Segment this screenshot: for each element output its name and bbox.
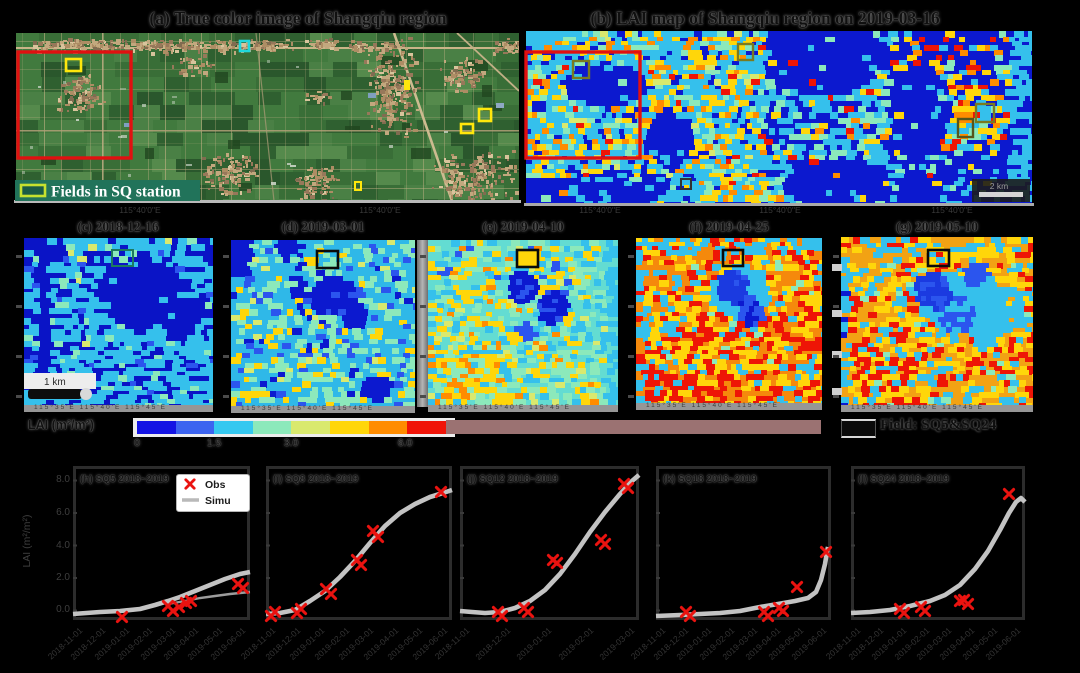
svg-text:2 km: 2 km xyxy=(990,181,1008,191)
svg-text:Fields in SQ station: Fields in SQ station xyxy=(51,184,181,201)
svg-text:1 km: 1 km xyxy=(44,377,66,388)
